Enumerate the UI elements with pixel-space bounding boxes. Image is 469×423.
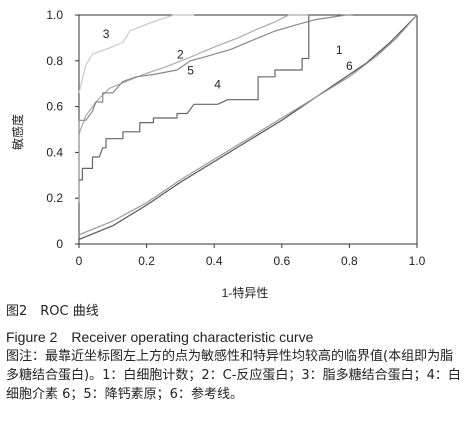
- y-tick-label: 0.6: [46, 100, 63, 114]
- curve-label-3: 3: [103, 27, 110, 41]
- curve-label-1: 1: [336, 43, 343, 57]
- x-axis-label: 1-特异性: [222, 285, 269, 300]
- chart-axes: [78, 14, 418, 245]
- x-tick-label: 0: [76, 254, 83, 268]
- roc-curve-2: [78, 14, 309, 135]
- x-tick-label: 0.6: [273, 254, 290, 268]
- figure-caption-cn: 图2 ROC 曲线: [6, 304, 99, 319]
- y-tick-label: 0.2: [46, 191, 63, 205]
- roc-curve-3: [78, 14, 194, 94]
- y-tick-label: 1.0: [46, 8, 63, 22]
- curve-label-5: 5: [187, 64, 194, 78]
- curve-label-2: 2: [177, 48, 184, 62]
- x-tick-label: 1.0: [409, 254, 426, 268]
- figure-note: 图注：最靠近坐标图左上方的点为敏感性和特异性均较高的临界值(本组即为脂多糖结合蛋…: [6, 349, 461, 402]
- y-tick-label: 0.4: [46, 145, 63, 159]
- x-tick-label: 0.2: [138, 254, 155, 268]
- x-tick-label: 0.8: [341, 254, 358, 268]
- y-tick-label: 0: [56, 237, 63, 251]
- y-axis-label: 敏感度: [10, 114, 25, 150]
- roc-curve-6: [78, 14, 418, 236]
- x-tick-label: 0.4: [206, 254, 223, 268]
- roc-curve-4: [79, 14, 316, 181]
- figure-caption-en: Figure 2 Receiver operating characterist…: [6, 329, 314, 345]
- y-tick-label: 0.8: [46, 54, 63, 68]
- chart-annotations: 1 2 3 4 5 6: [103, 27, 353, 91]
- chart-series: [78, 14, 418, 240]
- curve-label-4: 4: [214, 77, 221, 91]
- roc-curve-5: [78, 14, 353, 203]
- curve-label-6: 6: [346, 59, 353, 73]
- chart-ticks: 0 0.2 0.4 0.6 0.8 1.0 0 0.2 0.4 0.6 0.8 1.0: [46, 8, 425, 268]
- roc-curve-1: [78, 14, 418, 240]
